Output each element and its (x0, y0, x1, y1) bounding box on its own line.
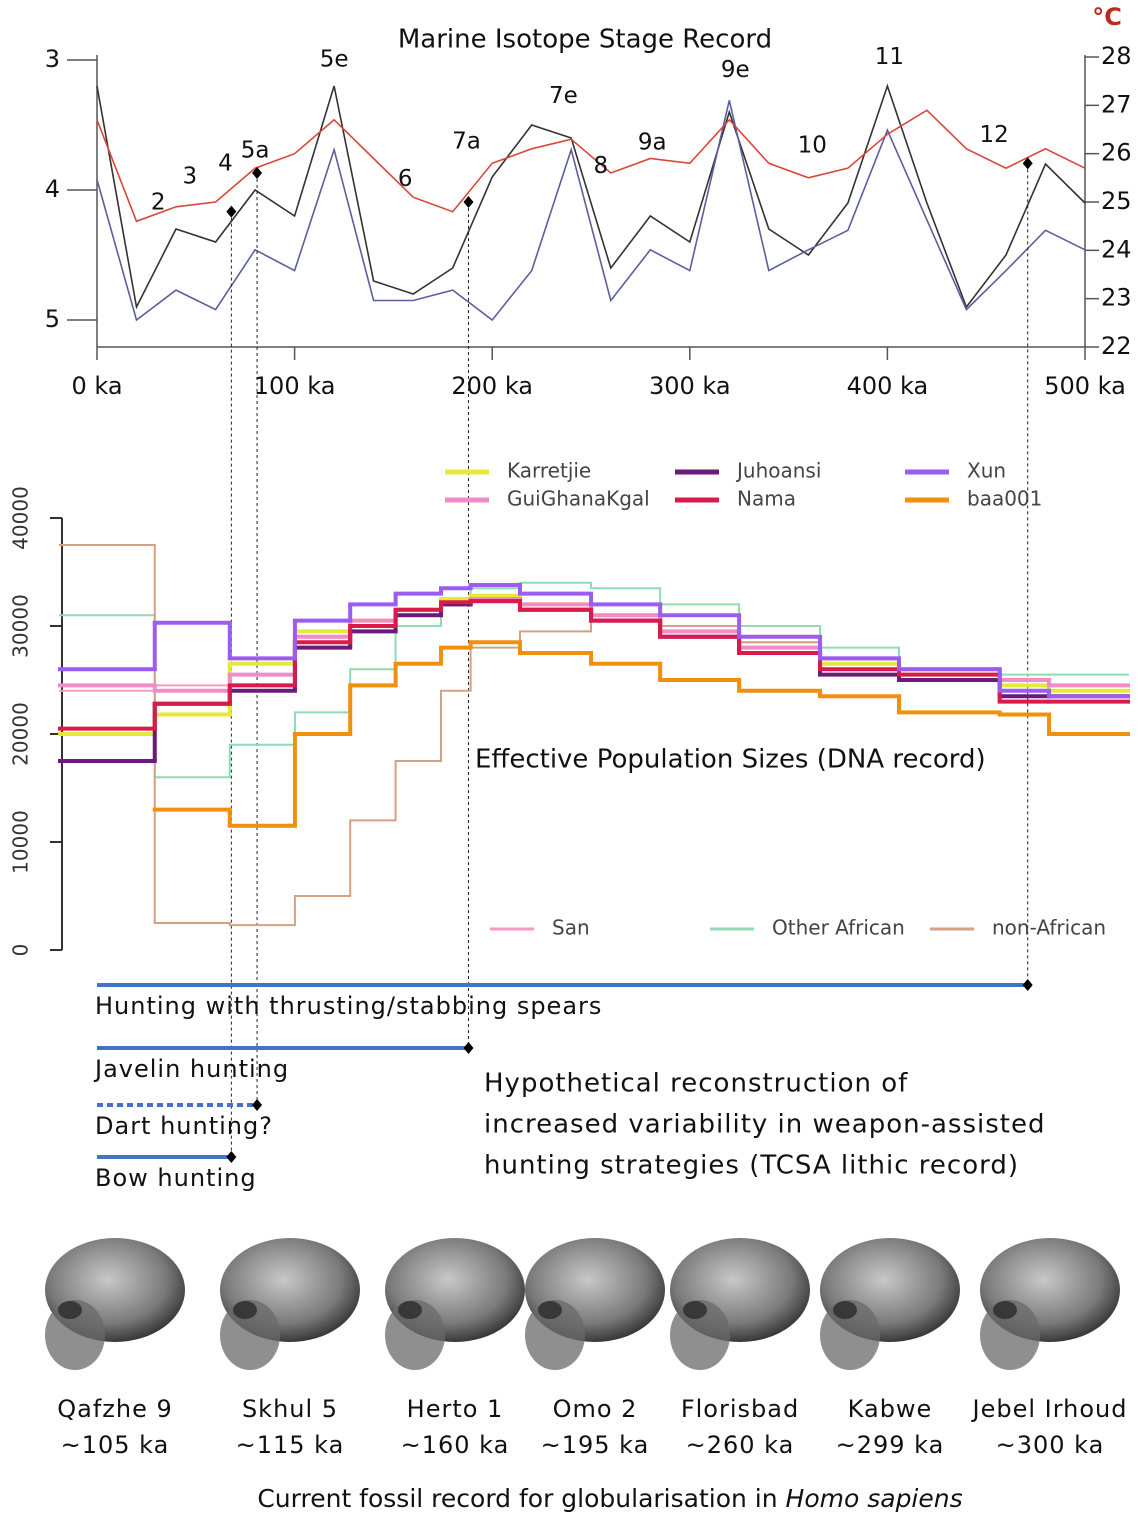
stage-label: 2 (151, 190, 166, 216)
y-tick-label: 40000 (9, 486, 33, 550)
bar-label: Bow hunting (95, 1164, 257, 1192)
x-tick-label: 500 ka (1044, 372, 1126, 400)
stage-label: 8 (594, 153, 609, 179)
chart-title: Marine Isotope Stage Record (398, 25, 772, 55)
stage-label: 7a (452, 128, 481, 154)
fossil-age: ~195 ka (541, 1431, 650, 1459)
skull-orbit (58, 1301, 82, 1319)
x-tick-label: 400 ka (847, 372, 929, 400)
annotation-line: Hypothetical reconstruction of (484, 1069, 908, 1099)
y2-tick-label: 27 (1101, 90, 1132, 118)
y2-tick-label: 23 (1101, 284, 1132, 312)
skull-orbit (993, 1301, 1017, 1319)
stage-label: 11 (875, 44, 904, 70)
stage-label: 3 (183, 164, 198, 190)
x-tick-label: 300 ka (649, 372, 731, 400)
skull-orbit (398, 1301, 422, 1319)
bar-label: Dart hunting? (95, 1112, 273, 1140)
y-tick-label: 10000 (9, 810, 33, 874)
x-tick-label: 0 ka (71, 372, 122, 400)
skull-image (980, 1238, 1120, 1370)
skull-image (820, 1238, 960, 1370)
stage-label: 12 (979, 122, 1008, 148)
y-tick-label: 5 (45, 305, 60, 333)
bar-end-marker (463, 1042, 473, 1054)
series-line (97, 100, 1085, 320)
skull-orbit (538, 1301, 562, 1319)
y-tick-label: 0 (9, 944, 33, 957)
caption-text: Current fossil record for globularisatio… (257, 1484, 785, 1513)
stage-label: 9e (721, 57, 750, 83)
legend-label: San (552, 916, 590, 940)
y2-tick-label: 25 (1101, 187, 1132, 215)
fossil-name: Kabwe (848, 1395, 933, 1423)
legend-label: Nama (737, 487, 796, 511)
fossil-name: Jebel Irhoud (970, 1395, 1127, 1423)
fossil-name: Qafzhe 9 (57, 1395, 173, 1423)
fossil-name: Omo 2 (553, 1395, 638, 1423)
legend-label: Other African (772, 916, 905, 940)
x-tick-label: 100 ka (254, 372, 336, 400)
fossil-name: Florisbad (681, 1395, 799, 1423)
skull-image (385, 1238, 525, 1370)
skull-image (525, 1238, 665, 1370)
stage-label: 4 (218, 151, 233, 177)
chart-annotation: Effective Population Sizes (DNA record) (475, 745, 986, 775)
skull-orbit (683, 1301, 707, 1319)
skull-image (220, 1238, 360, 1370)
legend-label: Juhoansi (735, 459, 821, 483)
stage-label: 5e (320, 47, 349, 73)
annotation-line: increased variability in weapon-assisted (484, 1110, 1045, 1140)
skull-orbit (233, 1301, 257, 1319)
fossil-age: ~160 ka (401, 1431, 510, 1459)
caption-italic: Homo sapiens (786, 1484, 963, 1513)
fossil-age: ~115 ka (236, 1431, 345, 1459)
y-tick-label: 20000 (9, 702, 33, 766)
y-tick-label: 3 (45, 45, 60, 73)
bar-label: Hunting with thrusting/stabbing spears (95, 992, 602, 1020)
fossil-name: Skhul 5 (242, 1395, 338, 1423)
figure: Marine Isotope Stage Record °C 0 ka 100 ka 2… (0, 0, 1141, 1517)
skull-image (670, 1238, 810, 1370)
fossil-age: ~299 ka (836, 1431, 945, 1459)
y2-tick-label: 26 (1101, 139, 1132, 167)
legend-label: Karretjie (507, 459, 591, 483)
legend-label: Xun (967, 459, 1006, 483)
stage-label: 6 (398, 166, 413, 192)
legend-label: non-African (992, 916, 1106, 940)
stage-label: 9a (638, 130, 667, 156)
x-tick-label: 200 ka (451, 372, 533, 400)
bar-label: Javelin hunting (93, 1055, 289, 1083)
fossil-age: ~260 ka (686, 1431, 795, 1459)
skull-orbit (833, 1301, 857, 1319)
stage-label: 10 (798, 132, 827, 158)
y-tick-label: 30000 (9, 594, 33, 658)
bar-end-marker (252, 1099, 262, 1111)
y2-axis-label: °C (1092, 3, 1122, 31)
fossil-name: Herto 1 (407, 1395, 504, 1423)
caption: Current fossil record for globularisatio… (257, 1484, 962, 1513)
y-tick-label: 4 (45, 175, 60, 203)
bar-end-marker (1023, 979, 1033, 991)
stage-label: 7e (549, 83, 578, 109)
skull-image (45, 1238, 185, 1370)
y2-tick-label: 28 (1101, 42, 1132, 70)
fossil-age: ~300 ka (996, 1431, 1105, 1459)
stage-label: 5a (241, 138, 270, 164)
fossil-age: ~105 ka (61, 1431, 170, 1459)
legend-label: GuiGhanaKgal (507, 487, 650, 511)
y2-tick-label: 22 (1101, 332, 1132, 360)
annotation-line: hunting strategies (TCSA lithic record) (484, 1151, 1019, 1181)
y2-tick-label: 24 (1101, 235, 1132, 263)
bar-end-marker (226, 1151, 236, 1163)
legend-label: baa001 (967, 487, 1042, 511)
